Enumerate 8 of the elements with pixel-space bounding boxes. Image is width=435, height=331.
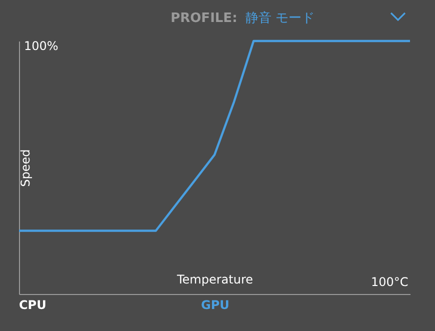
text: CPU xyxy=(19,298,46,312)
chart-subtitle: 静音 モード xyxy=(245,11,314,26)
text: GPU xyxy=(201,298,230,312)
x-axis-title: Temperature xyxy=(176,272,254,286)
annotation: 100% xyxy=(24,39,58,53)
y-axis-title: Speed xyxy=(18,149,32,187)
chart-title: PROFILE: xyxy=(170,11,238,26)
annotation: 100°C xyxy=(371,275,408,289)
